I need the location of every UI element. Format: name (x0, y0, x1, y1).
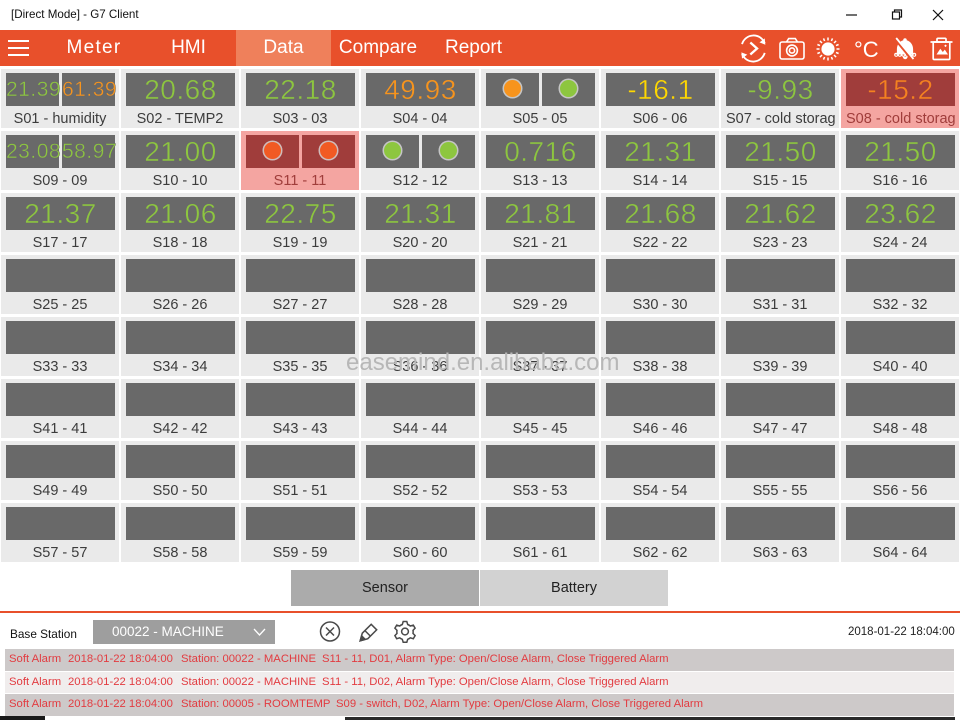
svg-text:°C: °C (854, 37, 879, 62)
